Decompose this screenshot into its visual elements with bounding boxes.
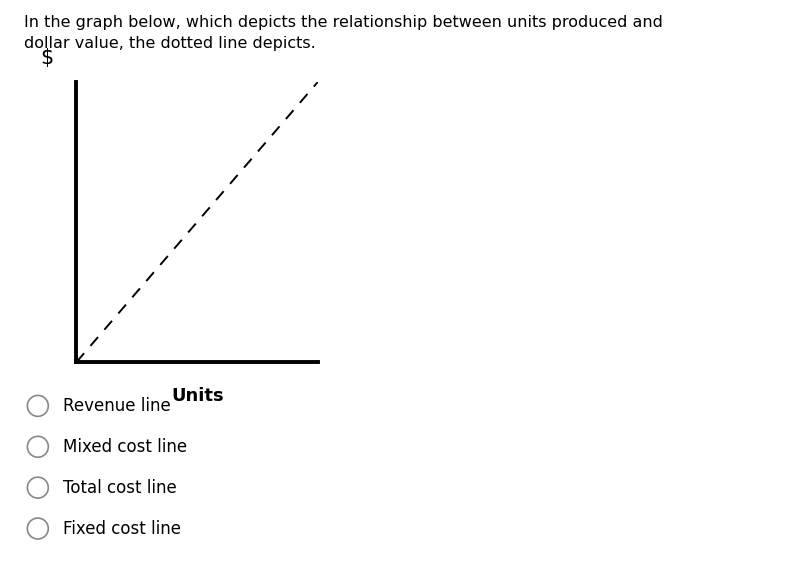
Text: Units: Units <box>171 387 224 405</box>
Text: Total cost line: Total cost line <box>63 479 176 496</box>
Text: In the graph below, which depicts the relationship between units produced and
do: In the graph below, which depicts the re… <box>24 15 663 51</box>
Text: Revenue line: Revenue line <box>63 397 171 415</box>
Text: $: $ <box>40 48 53 68</box>
Text: Fixed cost line: Fixed cost line <box>63 520 181 537</box>
Text: Mixed cost line: Mixed cost line <box>63 438 187 456</box>
